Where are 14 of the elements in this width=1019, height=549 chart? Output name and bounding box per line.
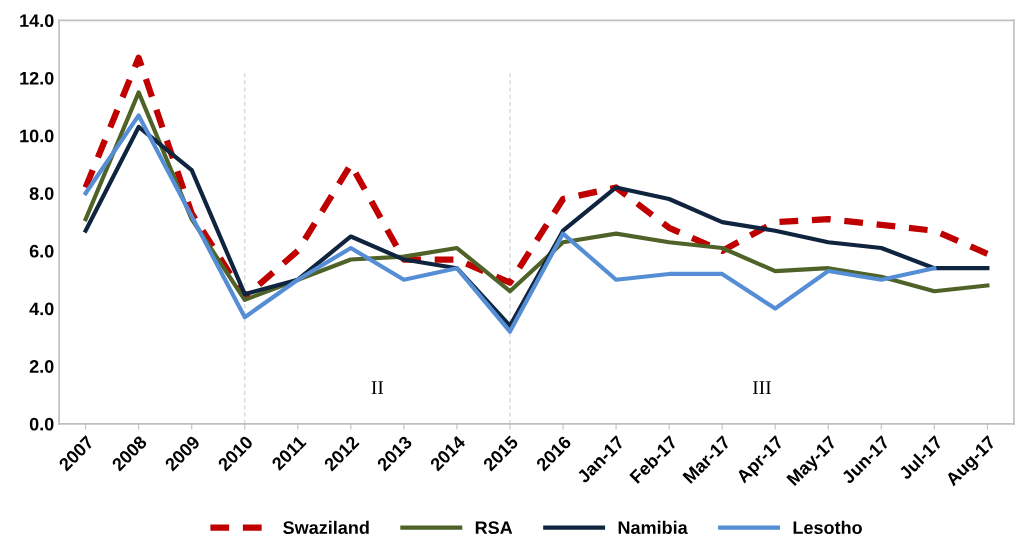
y-tick-label: 6.0 [29, 244, 54, 258]
legend-label: Swaziland [283, 520, 369, 535]
y-tick-label: 4.0 [29, 302, 54, 316]
y-tick-label: 10.0 [20, 129, 54, 143]
legend-label: Namibia [618, 520, 688, 535]
y-tick-label: 12.0 [20, 71, 54, 85]
annotation: III [752, 381, 771, 394]
y-tick-label: 0.0 [29, 417, 54, 431]
annotation: II [371, 381, 384, 394]
y-tick-label: 8.0 [29, 187, 54, 200]
y-tick-label: 14.0 [20, 14, 54, 28]
legend-label: Lesotho [793, 520, 862, 535]
y-tick-label: 2.0 [29, 360, 54, 373]
legend-label: RSA [475, 521, 513, 535]
